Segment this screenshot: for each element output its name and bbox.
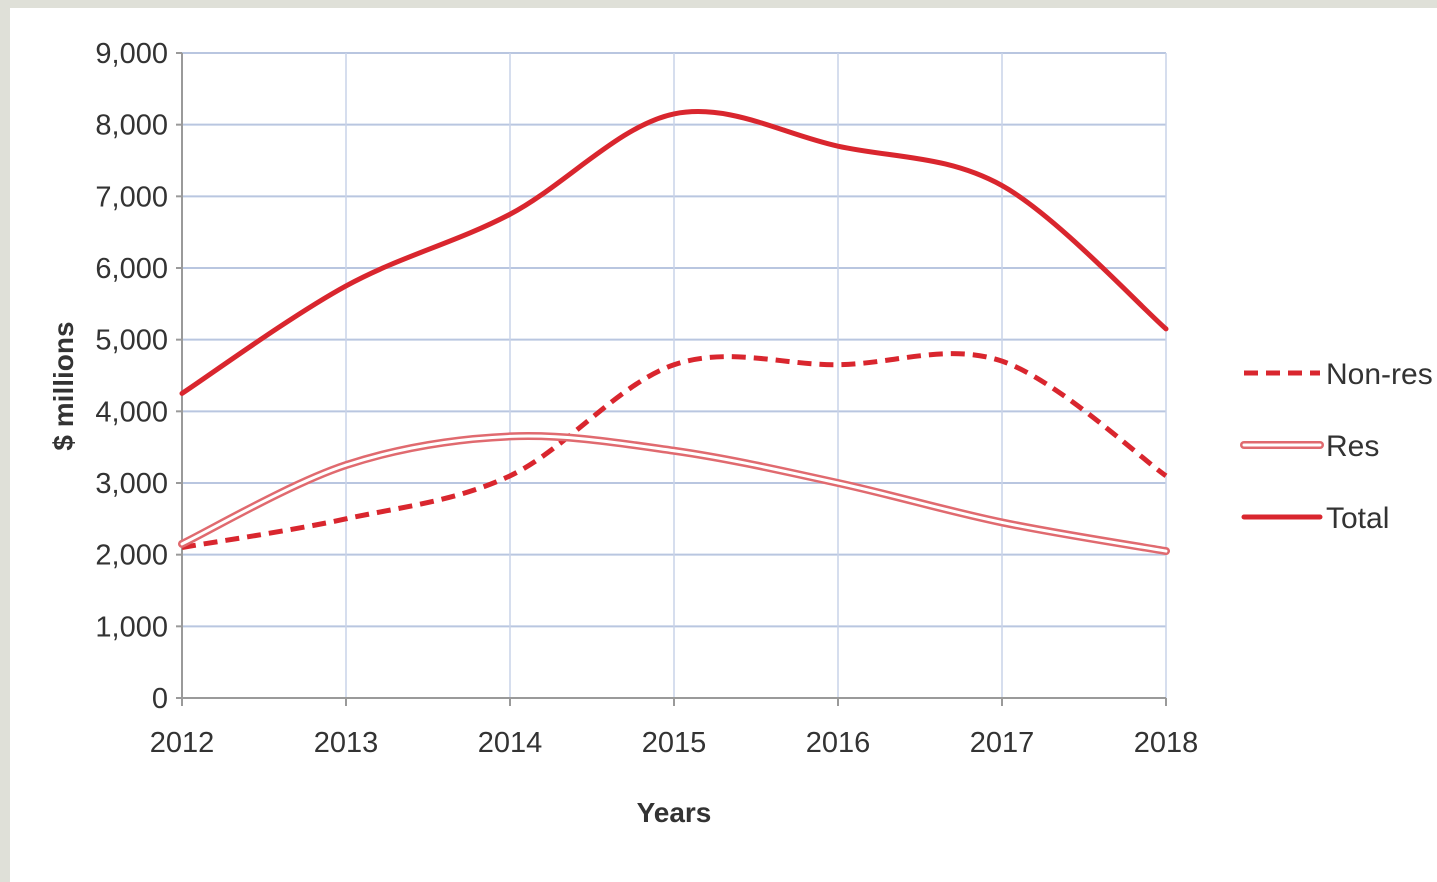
series-line-total (179, 109, 1169, 396)
legend-label-total: Total (1326, 502, 1389, 535)
y-tick-label: 4,000 (95, 396, 168, 428)
y-tick-label: 1,000 (95, 611, 168, 643)
y-tick-label: 6,000 (95, 253, 168, 285)
y-axis-title: $ millions (48, 321, 79, 450)
chart-frame: 0 1,000 2,000 3,000 4,000 5,000 6,000 7,000 8,00… (10, 8, 1437, 882)
y-tick-labels: 0 1,000 2,000 3,000 4,000 5,000 6,000 7,000 8,00… (95, 38, 168, 715)
x-tick-label: 2016 (806, 727, 871, 759)
x-tick-label: 2013 (314, 727, 379, 759)
y-tick-label: 8,000 (95, 110, 168, 142)
y-tick-label: 5,000 (95, 325, 168, 357)
gridlines (182, 52, 1167, 698)
x-tick-labels: 2012 2013 2014 2015 2016 2017 2018 (150, 727, 1199, 759)
series-line-non-res (181, 351, 1168, 550)
x-tick-label: 2018 (1134, 727, 1199, 759)
legend-label-res: Res (1326, 430, 1379, 463)
y-tick-label: 0 (152, 683, 168, 715)
y-tick-label: 3,000 (95, 468, 168, 500)
x-axis-title: Years (637, 797, 712, 828)
x-tick-label: 2017 (970, 727, 1035, 759)
x-tick-label: 2014 (478, 727, 543, 759)
x-tick-label: 2015 (642, 727, 707, 759)
x-tick-label: 2012 (150, 727, 215, 759)
legend: Non-res Res Total (1240, 358, 1433, 535)
y-tick-label: 2,000 (95, 540, 168, 572)
line-chart: 0 1,000 2,000 3,000 4,000 5,000 6,000 7,000 8,00… (48, 38, 1433, 828)
series-line-res-inner (180, 434, 1168, 553)
series-lines (178, 109, 1170, 556)
axes (176, 52, 1167, 706)
y-tick-label: 9,000 (95, 38, 168, 70)
legend-label-non-res: Non-res (1326, 358, 1433, 391)
y-tick-label: 7,000 (95, 181, 168, 213)
